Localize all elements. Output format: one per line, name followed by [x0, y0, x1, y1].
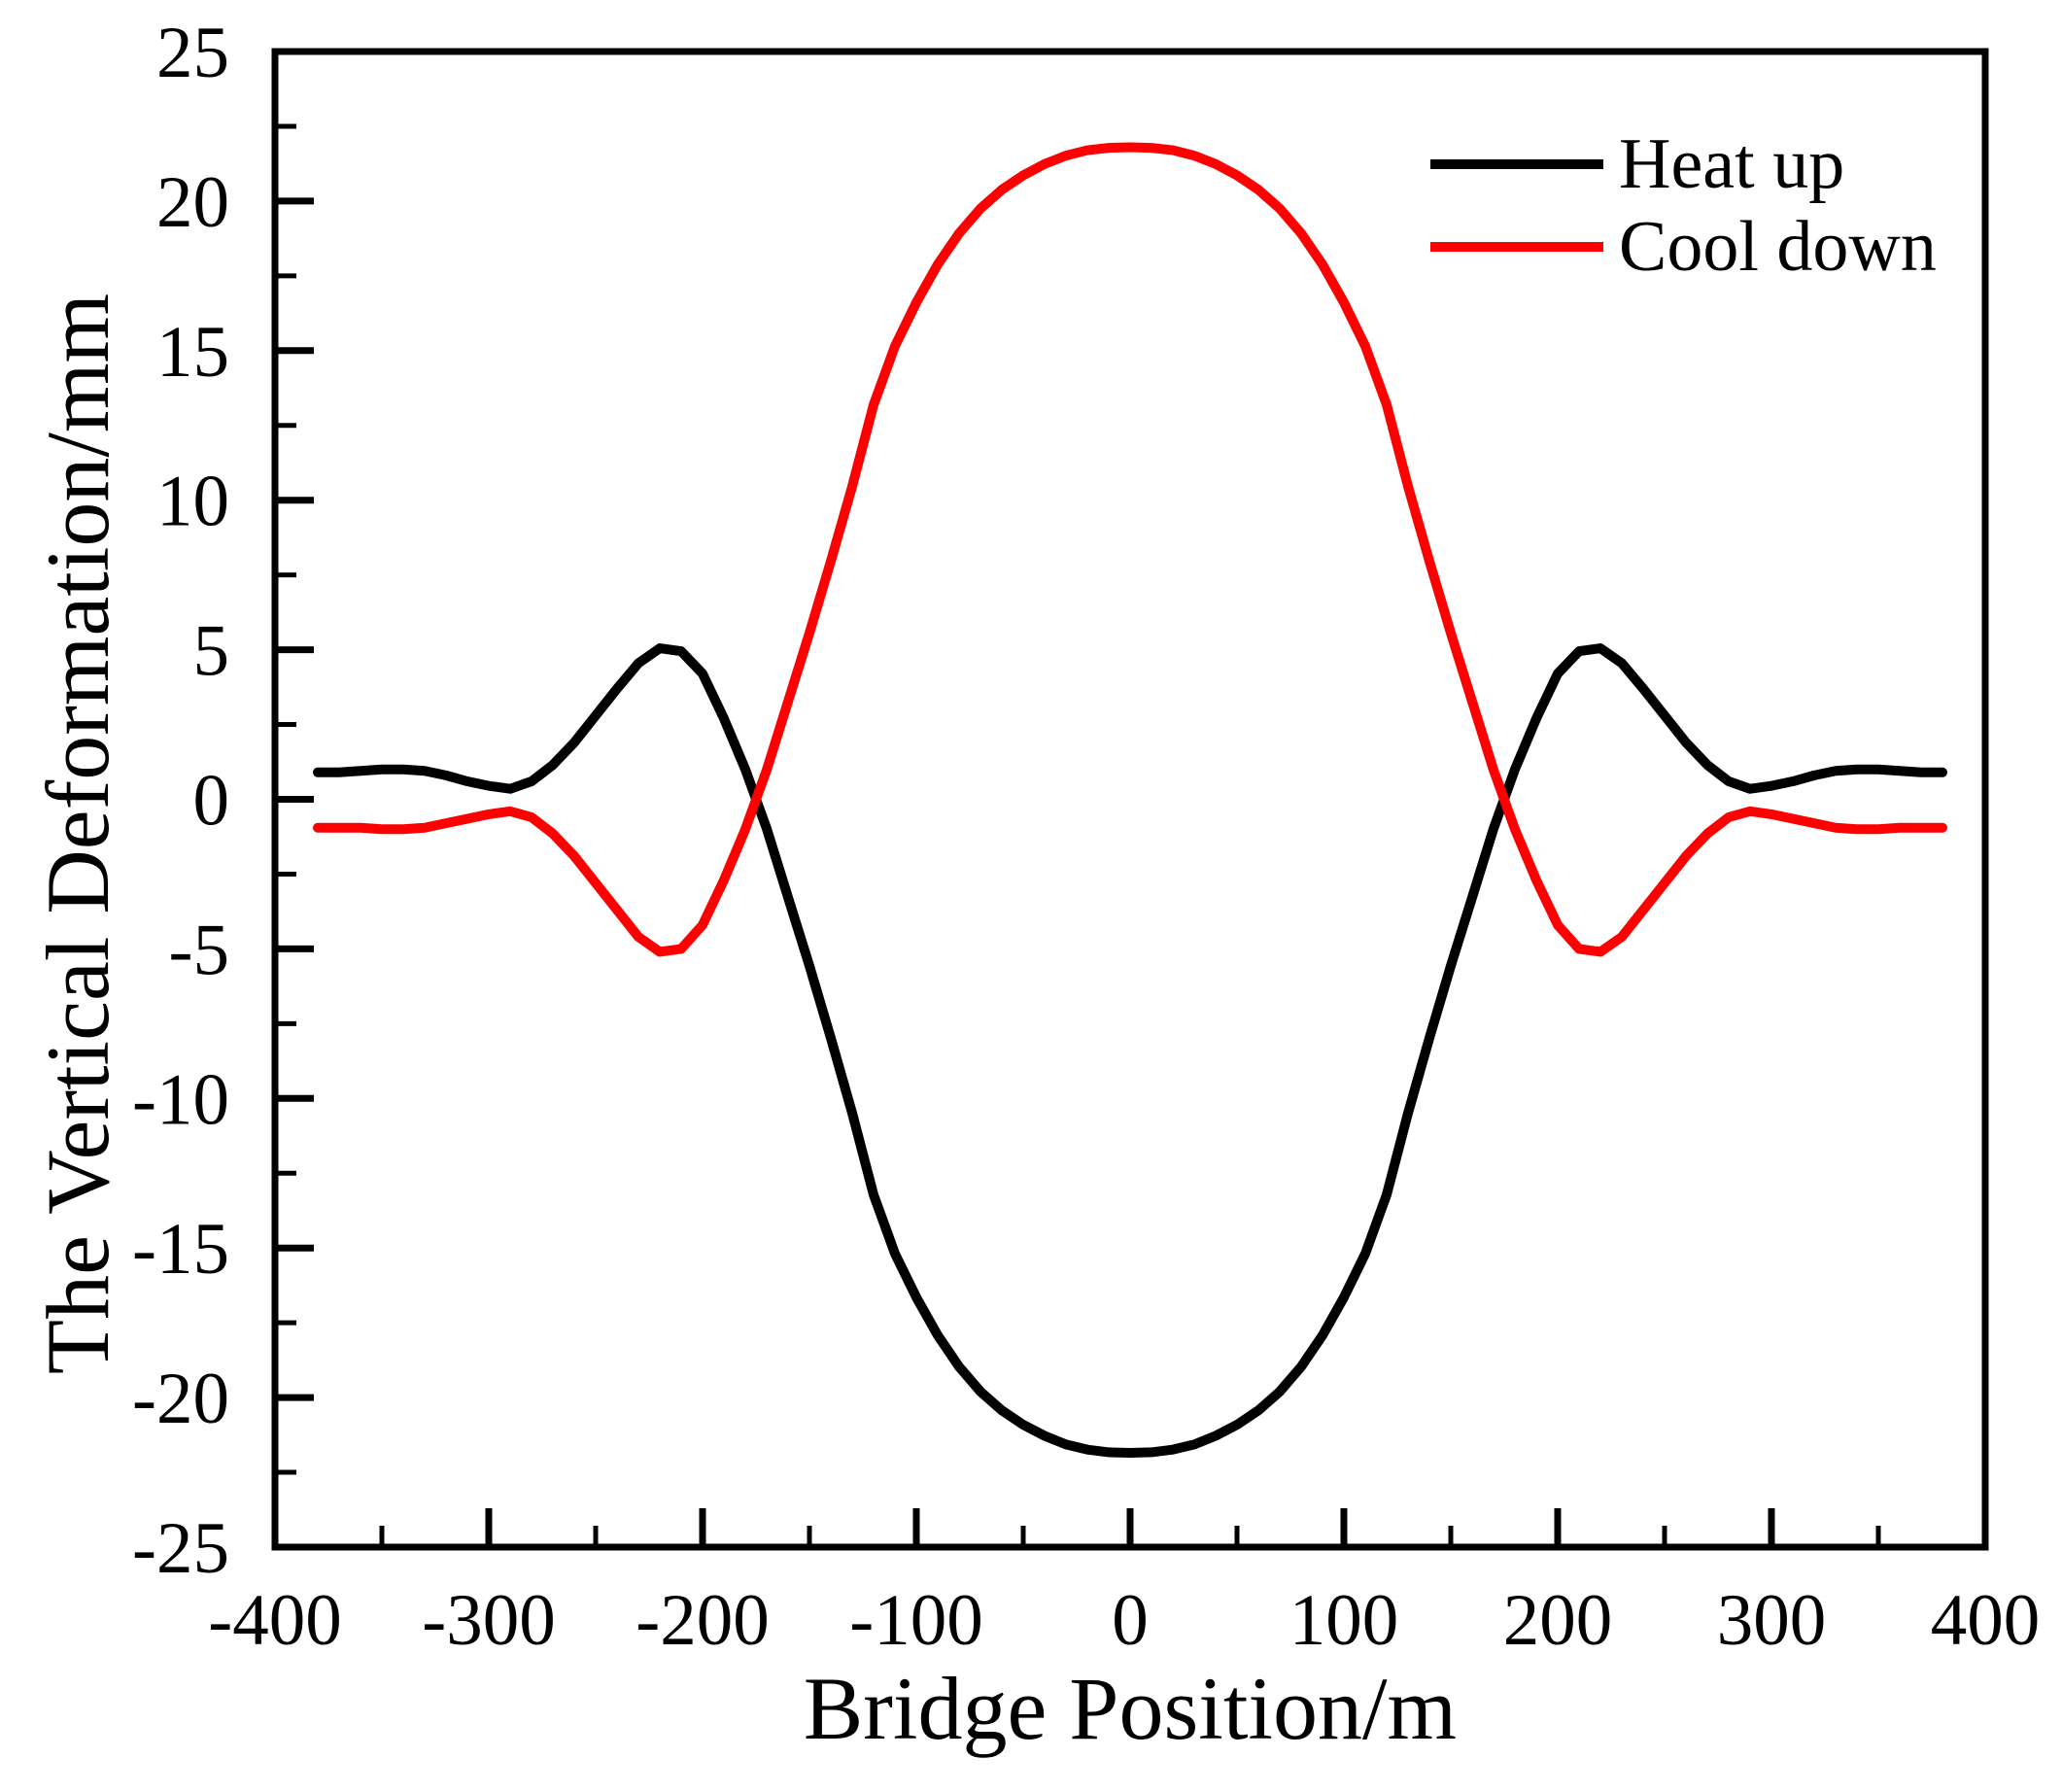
y-tick-label: -10 [132, 1059, 229, 1140]
y-axis-title: The Vertical Deformation/mm [28, 293, 127, 1375]
x-tick-label: -100 [849, 1580, 982, 1661]
axis-ticks [275, 123, 1881, 1547]
x-tick-label: -200 [636, 1580, 769, 1661]
x-tick-label: 400 [1931, 1580, 2041, 1661]
legend-item-heat-up: Heat up [1430, 122, 1937, 205]
y-tick-label: -5 [169, 910, 229, 990]
heat-up-line-swatch [1430, 158, 1603, 169]
x-axis-title: Bridge Position/m [803, 1659, 1458, 1758]
y-tick-label: 5 [193, 611, 230, 692]
legend-label-heat-up: Heat up [1619, 123, 1845, 204]
heat-up-curve [313, 643, 1947, 1459]
y-tick-label: -15 [132, 1209, 229, 1290]
y-tick-label: 0 [193, 761, 230, 842]
y-tick-label: 10 [156, 462, 229, 542]
y-tick-label: 15 [156, 312, 229, 393]
x-tick-label: -300 [422, 1580, 555, 1661]
cool-down-curve [313, 142, 1947, 957]
x-tick-label: 300 [1717, 1580, 1827, 1661]
legend: Heat up Cool down [1430, 122, 1937, 288]
y-tick-label: -25 [132, 1508, 229, 1589]
legend-item-cool-down: Cool down [1430, 205, 1937, 288]
cool-down-line-swatch [1430, 241, 1603, 252]
x-tick-label: 0 [1112, 1580, 1149, 1661]
x-tick-label: -400 [208, 1580, 341, 1661]
x-tick-label: 100 [1289, 1580, 1399, 1661]
x-tick-label: 200 [1503, 1580, 1613, 1661]
y-tick-label: -20 [132, 1359, 229, 1439]
y-tick-label: 20 [156, 162, 229, 243]
data-series [313, 142, 1947, 1459]
y-tick-label: 25 [156, 13, 229, 93]
axis-tick-labels: -400 -300 -200 -100 0 100 200 300 400-25-20-15-1… [132, 13, 2040, 1661]
legend-label-cool-down: Cool down [1619, 206, 1937, 287]
